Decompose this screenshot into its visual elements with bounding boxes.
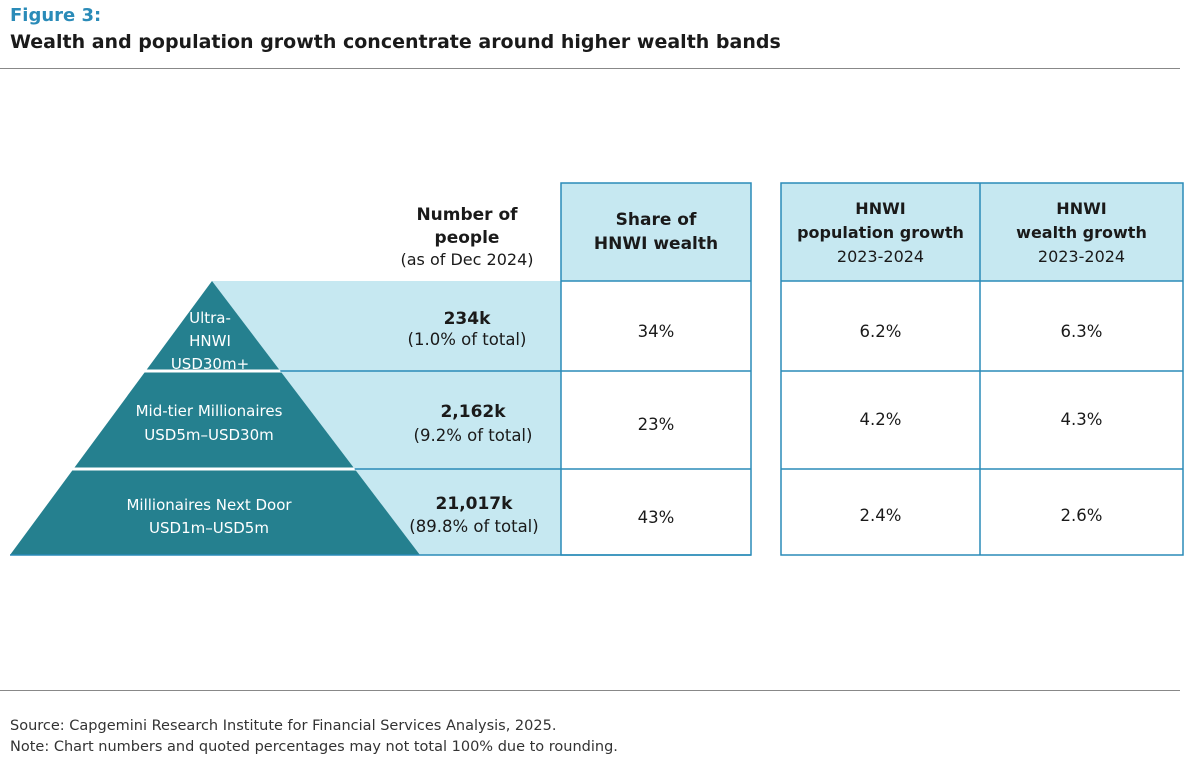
pop-growth-header-fill <box>781 183 980 281</box>
header-wealth-growth-3: 2023-2024 <box>1038 247 1125 266</box>
people-count-1: 234k <box>444 309 491 329</box>
top-divider <box>0 68 1180 69</box>
header-wealth-growth-2: wealth growth <box>1016 223 1147 242</box>
pop-growth-1: 6.2% <box>860 322 902 341</box>
wealth-share-3: 43% <box>638 508 675 527</box>
pop-growth-3: 2.4% <box>860 506 902 525</box>
pyramid-tier-1 <box>146 281 280 370</box>
header-wealth-growth-1: HNWI <box>1056 199 1106 218</box>
wealth-growth-3: 2.6% <box>1061 506 1103 525</box>
people-share-1: (1.0% of total) <box>408 330 527 349</box>
growth-table-border <box>780 182 1184 556</box>
pyramid-tier-3 <box>10 470 420 555</box>
wealth-share-1: 34% <box>638 322 675 341</box>
header-people-3: (as of Dec 2024) <box>401 250 534 269</box>
header-people-1: Number of <box>416 205 518 225</box>
band-label-2-2: USD5m–USD30m <box>144 426 273 444</box>
header-people-2: people <box>435 228 500 248</box>
wealth-growth-2: 4.3% <box>1061 410 1103 429</box>
header-share-1: Share of <box>616 210 697 230</box>
wealth-growth-header-fill <box>980 183 1183 281</box>
band-label-2-1: Mid-tier Millionaires <box>136 402 283 420</box>
bottom-divider <box>0 690 1180 691</box>
wealth-growth-1: 6.3% <box>1061 322 1103 341</box>
band-label-1-3: USD30m+ <box>171 355 249 373</box>
header-pop-growth-2: population growth <box>797 223 964 242</box>
people-share-3: (89.8% of total) <box>409 517 538 536</box>
header-pop-growth-1: HNWI <box>855 199 905 218</box>
figure-label: Figure 3: <box>10 5 102 26</box>
wealth-share-2: 23% <box>638 415 675 434</box>
header-pop-growth-3: 2023-2024 <box>837 247 924 266</box>
share-header-fill <box>561 183 751 281</box>
note-text: Note: Chart numbers and quoted percentag… <box>10 739 618 755</box>
band-label-3-2: USD1m–USD5m <box>149 519 269 537</box>
band-label-1-1: Ultra- <box>189 309 231 327</box>
header-share-2: HNWI wealth <box>594 234 718 254</box>
band-label-1-2: HNWI <box>189 332 231 350</box>
people-column-fill <box>212 281 561 555</box>
source-text: Source: Capgemini Research Institute for… <box>10 718 557 734</box>
pyramid-tier-2 <box>74 372 354 468</box>
pop-growth-2: 4.2% <box>860 410 902 429</box>
people-count-2: 2,162k <box>440 402 506 422</box>
people-share-2: (9.2% of total) <box>414 426 533 445</box>
figure-title: Wealth and population growth concentrate… <box>10 31 781 53</box>
band-label-3-1: Millionaires Next Door <box>126 496 292 514</box>
source-notes: Source: Capgemini Research Institute for… <box>10 716 618 758</box>
people-count-3: 21,017k <box>436 494 514 514</box>
